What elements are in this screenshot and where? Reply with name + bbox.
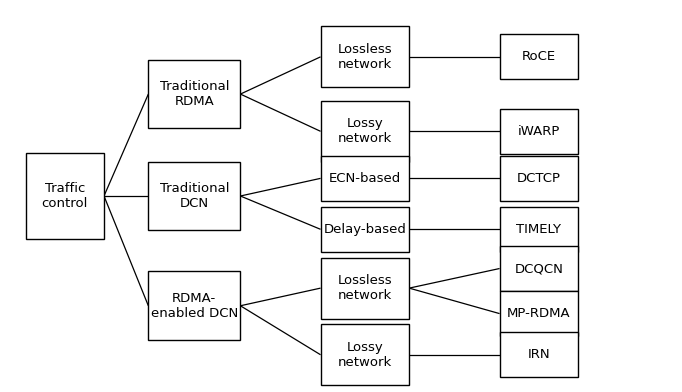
FancyBboxPatch shape <box>321 325 409 385</box>
Text: DCQCN: DCQCN <box>514 262 563 275</box>
FancyBboxPatch shape <box>499 207 578 252</box>
Text: Traffic
control: Traffic control <box>42 182 88 210</box>
FancyBboxPatch shape <box>321 156 409 201</box>
FancyBboxPatch shape <box>321 27 409 87</box>
FancyBboxPatch shape <box>148 60 240 129</box>
Text: Traditional
DCN: Traditional DCN <box>160 182 229 210</box>
Text: TIMELY: TIMELY <box>516 223 561 236</box>
Text: Delay-based: Delay-based <box>323 223 406 236</box>
Text: iWARP: iWARP <box>518 125 560 138</box>
FancyBboxPatch shape <box>499 332 578 377</box>
FancyBboxPatch shape <box>499 156 578 201</box>
FancyBboxPatch shape <box>499 246 578 291</box>
Text: Traditional
RDMA: Traditional RDMA <box>160 80 229 108</box>
Text: MP-RDMA: MP-RDMA <box>507 307 571 320</box>
FancyBboxPatch shape <box>499 291 578 336</box>
FancyBboxPatch shape <box>499 34 578 79</box>
Text: Lossy
network: Lossy network <box>338 341 392 369</box>
Text: RDMA-
enabled DCN: RDMA- enabled DCN <box>151 292 238 320</box>
Text: DCTCP: DCTCP <box>517 172 561 185</box>
FancyBboxPatch shape <box>26 153 104 239</box>
FancyBboxPatch shape <box>321 101 409 162</box>
Text: IRN: IRN <box>527 348 550 361</box>
FancyBboxPatch shape <box>499 109 578 154</box>
Text: ECN-based: ECN-based <box>329 172 401 185</box>
Text: Lossy
network: Lossy network <box>338 117 392 145</box>
Text: Lossless
network: Lossless network <box>338 43 392 71</box>
Text: Lossless
network: Lossless network <box>338 274 392 302</box>
FancyBboxPatch shape <box>321 258 409 318</box>
FancyBboxPatch shape <box>148 162 240 230</box>
FancyBboxPatch shape <box>148 272 240 340</box>
Text: RoCE: RoCE <box>522 50 556 64</box>
FancyBboxPatch shape <box>321 207 409 252</box>
